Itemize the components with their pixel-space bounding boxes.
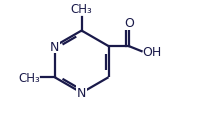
Text: CH₃: CH₃ xyxy=(71,3,92,16)
Text: N: N xyxy=(50,40,59,53)
Text: O: O xyxy=(124,17,134,30)
Text: OH: OH xyxy=(142,45,161,58)
Text: CH₃: CH₃ xyxy=(18,71,40,84)
Text: N: N xyxy=(77,86,86,99)
